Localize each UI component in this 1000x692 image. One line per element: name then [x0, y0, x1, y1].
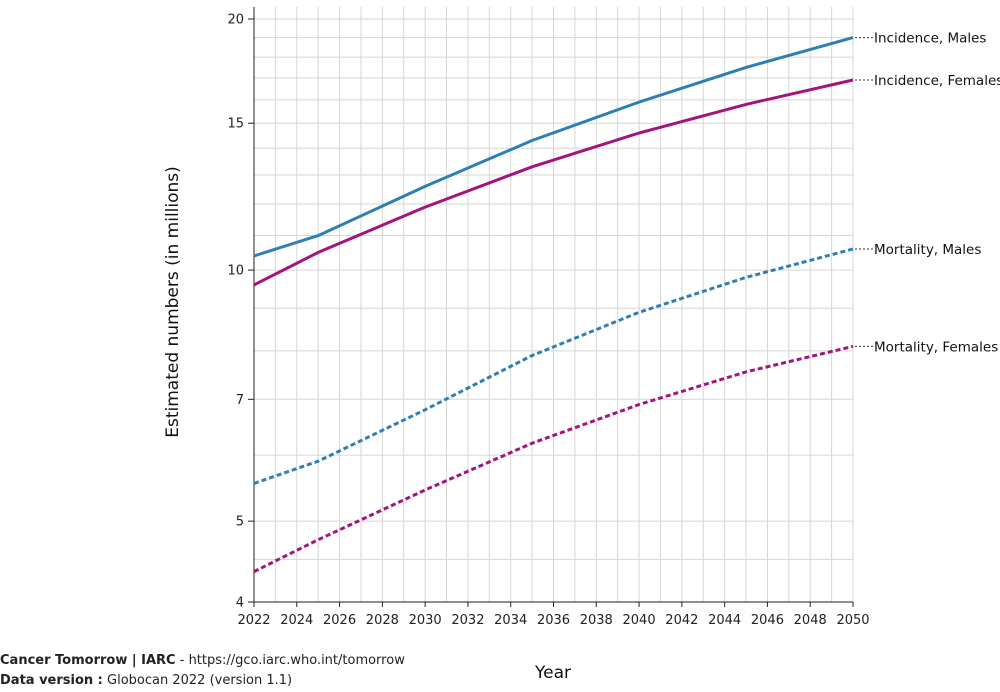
y-tick-label: 7	[236, 393, 244, 408]
series-label: Mortality, Females	[874, 339, 998, 355]
x-tick-label: 2048	[794, 613, 827, 628]
y-tick-label: 5	[236, 515, 244, 530]
x-tick-label: 2038	[580, 613, 613, 628]
series-label: Incidence, Males	[874, 31, 986, 47]
source-separator: -	[175, 653, 189, 668]
series-label: Mortality, Males	[874, 242, 981, 258]
series-line-0	[253, 36, 854, 258]
x-tick-label: 2026	[323, 613, 356, 628]
series-line-3	[253, 344, 854, 573]
footer-source: Cancer Tomorrow | IARC - https://gco.iar…	[0, 652, 405, 670]
source-name: Cancer Tomorrow | IARC	[0, 653, 176, 668]
y-axis-ticks: 4 5 7 10 15 20	[227, 13, 254, 611]
x-tick-label: 2032	[451, 613, 484, 628]
x-tick-label: 2044	[708, 613, 741, 628]
x-tick-label: 2036	[537, 613, 570, 628]
x-tick-label: 2046	[751, 613, 784, 628]
x-tick-label: 2030	[409, 613, 442, 628]
source-url[interactable]: https://gco.iarc.who.int/tomorrow	[188, 653, 405, 668]
series-line-2	[253, 247, 854, 485]
version-label: Data version :	[0, 673, 103, 688]
x-axis-title: Year	[534, 663, 571, 683]
x-axis-ticks: 2022 2024 2026 2028 2030 2032 2034 2036 2038 2040…	[237, 602, 870, 628]
y-tick-label: 4	[236, 596, 244, 611]
footer-version: Data version : Globocan 2022 (version 1.…	[0, 672, 292, 690]
version-value: Globocan 2022 (version 1.1)	[102, 673, 293, 688]
grid	[253, 7, 854, 603]
y-tick-label: 10	[227, 264, 244, 279]
series-line-1	[253, 78, 854, 287]
x-tick-label: 2022	[237, 613, 270, 628]
x-tick-label: 2042	[665, 613, 698, 628]
x-tick-label: 2040	[623, 613, 656, 628]
x-tick-label: 2050	[836, 613, 869, 628]
y-tick-label: 20	[227, 13, 244, 28]
series-labels: Incidence, Males Incidence, Females Mortal…	[855, 31, 1000, 355]
series-label: Incidence, Females	[874, 73, 1000, 89]
x-tick-label: 2034	[494, 613, 527, 628]
x-tick-label: 2024	[280, 613, 313, 628]
series-lines	[253, 36, 854, 573]
y-axis-title: Estimated numbers (in millions)	[163, 166, 183, 438]
x-tick-label: 2028	[366, 613, 399, 628]
y-tick-label: 15	[227, 117, 244, 132]
